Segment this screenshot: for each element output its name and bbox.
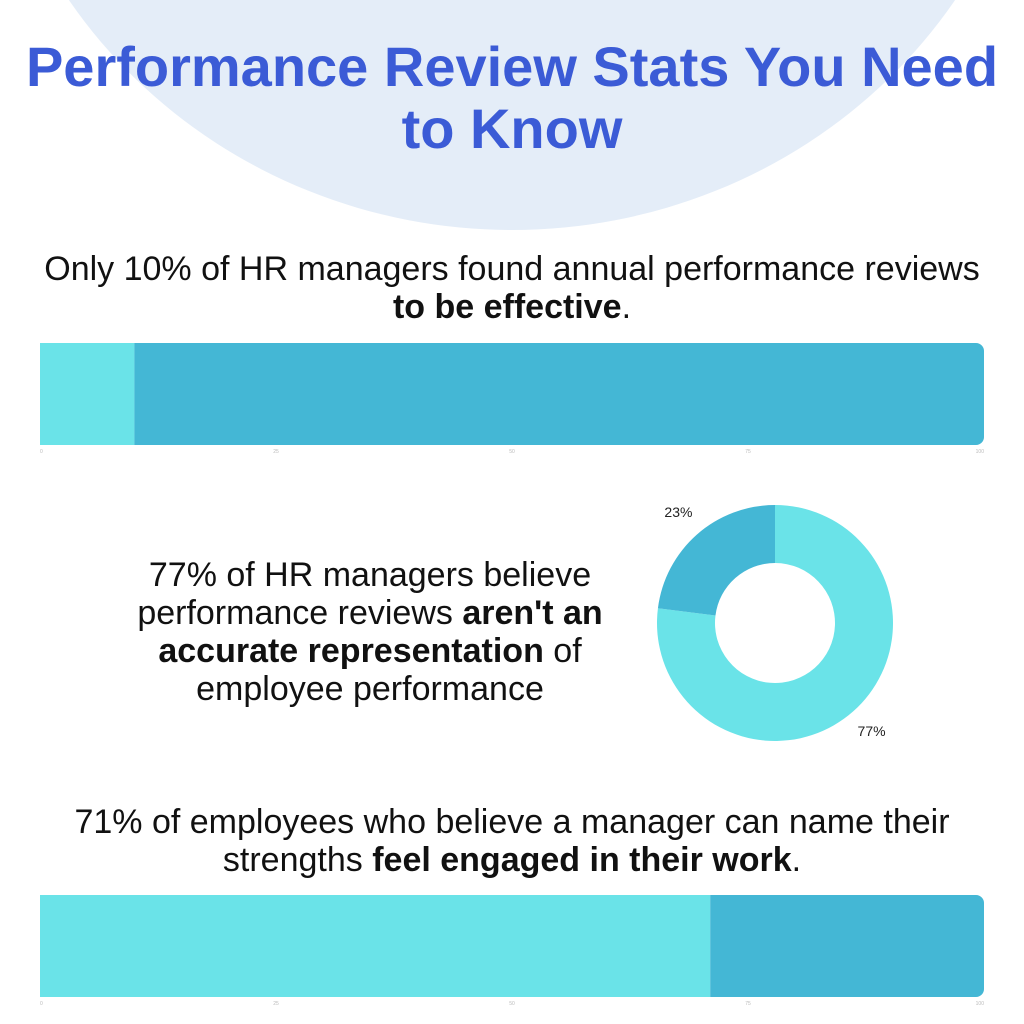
stat-1-text: Only 10% of HR managers found annual per… bbox=[40, 250, 984, 326]
page-title: Performance Review Stats You Need to Kno… bbox=[25, 35, 999, 160]
stat-3-bold: feel engaged in their work bbox=[372, 841, 792, 879]
stat-1-bar-chart: 0 25 50 75 100 bbox=[40, 343, 984, 455]
bar-2-tick-25: 25 bbox=[273, 1001, 279, 1007]
stat-2-text: 77% of HR managers believe performance r… bbox=[90, 556, 650, 708]
stat-1-post: . bbox=[621, 288, 632, 326]
donut-slice-23-percent bbox=[657, 505, 775, 616]
bar-1-tick-100: 100 bbox=[976, 449, 984, 455]
donut-label-23-percent: 23% bbox=[664, 504, 692, 520]
stat-3-post: . bbox=[791, 841, 802, 879]
bar-2-tick-100: 100 bbox=[976, 1001, 984, 1007]
stat-2-pre: 77% of HR managers believe performance r… bbox=[137, 556, 592, 632]
stat-2-donut-chart: 77% 23% bbox=[657, 504, 893, 741]
bar-2-tick-50: 50 bbox=[509, 1001, 515, 1007]
bar-2-segment-2 bbox=[710, 895, 984, 997]
donut-slice-77-percent bbox=[657, 505, 893, 741]
stat-3-pre: 71% of employees who believe a manager c… bbox=[74, 803, 950, 879]
bar-1-tick-25: 25 bbox=[273, 449, 279, 455]
bar-2-segment-1 bbox=[40, 895, 711, 997]
bar-1-segment-1 bbox=[40, 343, 135, 445]
bar-2-tick-0: 0 bbox=[40, 1001, 43, 1007]
stat-1-pre: Only 10% of HR managers found annual per… bbox=[44, 250, 980, 288]
stat-2-bold: aren't an accurate representation bbox=[158, 594, 603, 670]
stat-2-post: of employee performance bbox=[196, 632, 582, 708]
stat-3-bar-chart: 0 25 50 75 100 bbox=[40, 895, 984, 1007]
bar-1-tick-0: 0 bbox=[40, 449, 43, 455]
bar-1-segment-2 bbox=[134, 343, 984, 445]
donut-label-77-percent: 77% bbox=[858, 723, 886, 739]
bar-1-tick-75: 75 bbox=[745, 449, 751, 455]
bar-2-tick-75: 75 bbox=[745, 1001, 751, 1007]
stat-3-text: 71% of employees who believe a manager c… bbox=[40, 803, 984, 879]
stat-1-bold: to be effective bbox=[392, 288, 622, 326]
bar-1-tick-50: 50 bbox=[509, 449, 515, 455]
